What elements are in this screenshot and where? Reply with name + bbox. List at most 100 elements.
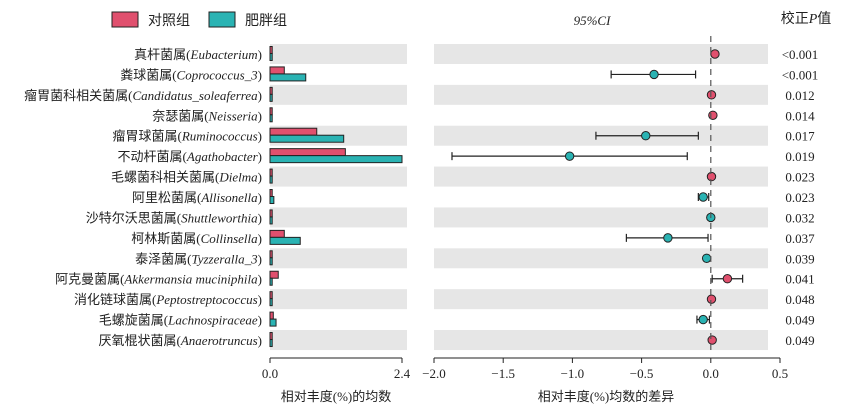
bar-obese	[269, 196, 275, 205]
pval-header-italic: P	[808, 12, 818, 27]
p-value: 0.032	[785, 210, 814, 225]
point-estimate	[706, 171, 717, 182]
p-value: 0.037	[785, 231, 815, 246]
bar-obese	[269, 216, 273, 225]
point-estimate	[698, 192, 708, 202]
forest-row-band	[434, 289, 768, 310]
category-label-close: )	[258, 47, 262, 62]
bar-obese	[269, 298, 273, 307]
category-label-cn: 不动杆菌属(	[118, 149, 187, 164]
p-value: 0.039	[785, 251, 814, 266]
forest-row-band	[434, 248, 768, 269]
bar-control	[269, 209, 273, 218]
category-label-cn: 毛螺旋菌属(	[99, 313, 168, 328]
category-label-latin: Allisonella	[200, 190, 258, 205]
category-label-close: )	[258, 272, 262, 287]
category-label-cn: 奈瑟菌属(	[152, 108, 208, 123]
bar-x-axis-title: 相对丰度(%)的均数	[281, 389, 392, 404]
bar-x-tick-label: 2.4	[394, 366, 411, 381]
category-label-latin: Tyzzeralla_3	[191, 251, 258, 266]
bar-control	[269, 291, 273, 300]
category-label-cn: 消化链球菌属(	[74, 292, 156, 307]
category-label-latin: Lachnospiraceae	[167, 313, 258, 328]
point-estimate	[706, 90, 717, 100]
category-label-close: )	[258, 88, 262, 103]
category-label-latin: Ruminococcus	[181, 129, 258, 144]
p-value: 0.049	[785, 313, 814, 328]
point-estimate	[722, 274, 733, 284]
category-label-latin: Dielma	[218, 170, 258, 185]
pval-header: 校正P值	[781, 10, 832, 27]
bar-obese	[269, 318, 277, 327]
category-label-latin: Akkermansia muciniphila	[123, 272, 258, 287]
bar-obese	[269, 114, 273, 123]
forest-row-band	[434, 330, 768, 351]
bar-row-band	[270, 248, 407, 269]
forest-row-band	[434, 84, 768, 105]
point-estimate	[706, 294, 717, 304]
bar-control	[269, 270, 279, 279]
category-label-close: )	[258, 129, 262, 144]
category-label-cn: 沙特尔沃思菌属(	[86, 210, 181, 225]
category-label: 瘤胃菌科相关菌属(Candidatus_soleaferrea)	[24, 88, 262, 103]
point-estimate	[649, 69, 659, 80]
category-label-cn: 阿里松菌属(	[132, 190, 201, 205]
taxon-labels: 真杆菌属(Eubacterium)粪球菌属(Coprococcus_3)瘤胃菌科…	[24, 47, 262, 348]
bar-row-band	[270, 44, 407, 64]
category-label-close: )	[258, 231, 262, 246]
category-label: 不动杆菌属(Agathobacter)	[118, 149, 262, 164]
category-label-cn: 粪球菌属(	[120, 67, 176, 82]
category-label-latin: Agathobacter	[186, 149, 259, 164]
category-label-close: )	[258, 313, 262, 328]
legend-swatch-control	[111, 11, 139, 28]
category-label-close: )	[258, 108, 262, 123]
bar-obese	[269, 53, 273, 61]
category-label: 消化链球菌属(Peptostreptococcus)	[74, 292, 262, 307]
bar-obese	[269, 339, 273, 348]
category-label-latin: Peptostreptococcus	[155, 292, 257, 307]
category-label-cn: 泰泽菌属(	[135, 251, 191, 266]
point-estimate	[710, 49, 720, 59]
bar-obese	[269, 73, 307, 82]
point-estimate	[707, 335, 717, 345]
category-label-latin: Coprococcus_3	[177, 67, 259, 82]
category-label-close: )	[258, 251, 262, 266]
legend-label-control: 对照组	[148, 13, 190, 29]
category-label-cn: 毛螺菌科相关菌属(	[111, 170, 219, 185]
bar-control	[269, 86, 273, 95]
point-estimate	[708, 110, 718, 120]
ci-label: 95%CI	[574, 13, 612, 28]
category-label-latin: Candidatus_soleaferrea	[132, 88, 258, 103]
category-label-close: )	[258, 333, 262, 348]
row-bands	[270, 44, 768, 351]
p-value: 0.023	[785, 170, 814, 185]
forest-x-tick-label: −2.0	[422, 366, 446, 381]
category-label: 毛螺菌科相关菌属(Dielma)	[111, 170, 262, 185]
category-label: 厌氧棍状菌属(Anaerotruncus)	[99, 333, 262, 348]
category-label-latin: Eubacterium	[190, 47, 258, 62]
p-value: 0.019	[785, 149, 814, 164]
category-label-latin: Anaerotruncus	[180, 333, 258, 348]
category-label-cn: 厌氧棍状菌属(	[99, 333, 181, 348]
category-label-cn: 真杆菌属(	[134, 47, 190, 62]
forest-marks	[451, 36, 744, 355]
forest-x-axis-title: 相对丰度(%)均数的差异	[538, 389, 675, 404]
bar-obese	[269, 277, 273, 286]
bar-row-band	[270, 289, 407, 310]
bar-control	[269, 332, 273, 341]
pval-header-prefix: 校正	[781, 10, 809, 27]
bar-control	[269, 148, 346, 157]
bar-control	[269, 311, 274, 320]
bar-obese	[269, 257, 273, 266]
p-value: 0.012	[785, 88, 814, 103]
category-label-cn: 阿克曼菌属(	[55, 272, 124, 287]
category-label-close: )	[258, 292, 262, 307]
bar-control	[269, 168, 273, 177]
bar-obese	[269, 236, 301, 245]
bar-obese	[269, 134, 345, 143]
forest-x-tick-label: −1.0	[561, 366, 585, 381]
bar-control	[269, 46, 273, 54]
category-label: 阿克曼菌属(Akkermansia muciniphila)	[55, 272, 262, 287]
forest-x-tick-label: 0.5	[772, 366, 788, 381]
